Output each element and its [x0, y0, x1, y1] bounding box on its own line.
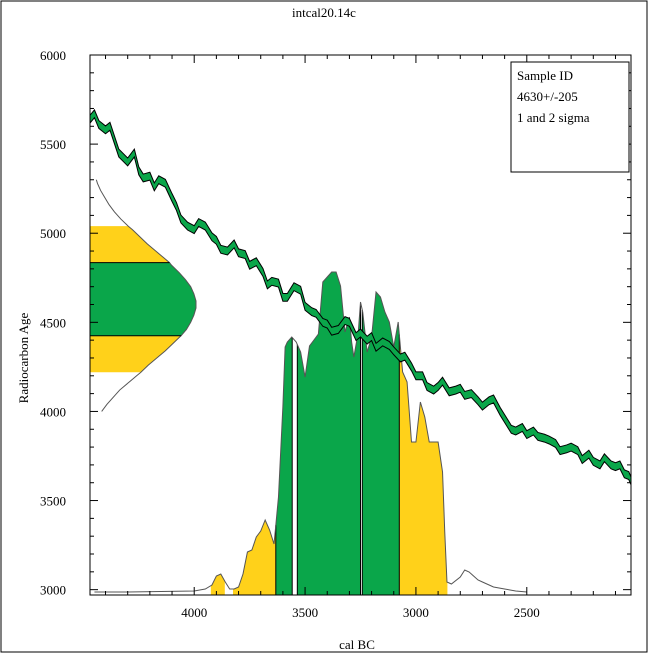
- chart-title: intcal20.14c: [292, 5, 356, 20]
- x-tick-label: 2500: [514, 605, 540, 620]
- y-tick-label: 4000: [40, 404, 66, 419]
- calibration-curve-band: [90, 108, 631, 486]
- x-axis: 4000 3500 3000 2500: [105, 55, 616, 620]
- y-tick-label: 3500: [40, 494, 66, 509]
- legend-sample-id: Sample ID: [517, 68, 573, 83]
- calibrated-2sigma-range: [399, 334, 448, 595]
- age-distribution-1sigma: [90, 262, 196, 336]
- plot-frame: [89, 54, 632, 596]
- y-tick-label: 5000: [40, 226, 66, 241]
- x-axis-label: cal BC: [339, 637, 375, 652]
- x-tick-label: 3500: [292, 605, 318, 620]
- legend-age: 4630+/-205: [517, 89, 578, 104]
- legend: Sample ID 4630+/-205 1 and 2 sigma: [510, 61, 630, 173]
- y-tick-label: 6000: [40, 48, 66, 63]
- calibrated-1sigma-range: [275, 337, 293, 595]
- x-tick-label: 3000: [403, 605, 429, 620]
- y-tick-label: 3000: [40, 583, 66, 598]
- calibrated-distribution-outline: [94, 271, 527, 593]
- plot-content: [90, 108, 631, 595]
- calibrated-1sigma-range: [297, 272, 361, 595]
- legend-box: [510, 61, 630, 173]
- y-tick-label: 4500: [40, 315, 66, 330]
- y-axis-label: Radiocarbon Age: [16, 312, 31, 403]
- calibrated-2sigma-range: [210, 574, 225, 595]
- legend-sigma: 1 and 2 sigma: [517, 110, 590, 125]
- age-distribution-outline: [95, 179, 197, 412]
- x-tick-label: 4000: [181, 605, 207, 620]
- calibrated-2sigma-range: [233, 520, 276, 595]
- y-tick-label: 5500: [40, 137, 66, 152]
- calibrated-1sigma-range: [362, 292, 400, 595]
- plot-area: [90, 108, 631, 595]
